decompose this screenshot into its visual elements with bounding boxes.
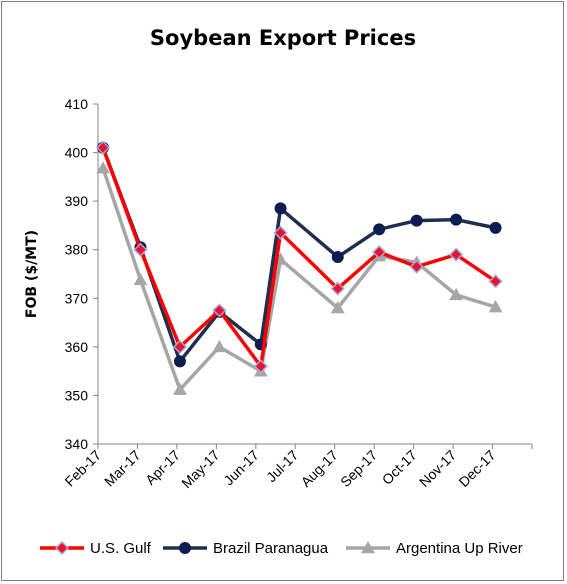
data-point-triangle xyxy=(488,299,503,313)
x-tick-label: Dec-17 xyxy=(455,447,498,490)
x-tick-label: Feb-17 xyxy=(61,447,104,490)
y-tick-label: 400 xyxy=(65,145,89,161)
data-point-triangle xyxy=(330,300,345,314)
x-tick-label: Jul-17 xyxy=(263,447,301,485)
legend-item: U.S. Gulf xyxy=(40,540,152,557)
series-u-s-gulf xyxy=(95,140,503,374)
legend-label: Brazil Paranagua xyxy=(213,540,329,557)
y-tick-label: 410 xyxy=(65,96,89,112)
data-point-circle xyxy=(274,202,287,215)
x-tick-label: Mar-17 xyxy=(101,447,144,490)
series-group xyxy=(95,140,503,395)
series-line xyxy=(101,147,496,364)
data-point-diamond xyxy=(54,540,70,556)
y-tick-label: 370 xyxy=(65,290,89,306)
series-line xyxy=(101,147,497,369)
legend: U.S. Gulf Brazil Paranagua Argentina Up Ri… xyxy=(40,540,523,557)
data-point-circle xyxy=(489,221,502,234)
data-point-triangle xyxy=(96,161,110,174)
data-point-circle xyxy=(179,542,191,554)
data-point-diamond xyxy=(95,140,111,155)
y-tick-label: 380 xyxy=(65,242,89,258)
data-point-triangle xyxy=(449,287,463,301)
data-point-diamond xyxy=(273,225,288,240)
data-point-circle xyxy=(410,214,423,227)
y-tick-label: 390 xyxy=(65,193,89,209)
data-point-triangle xyxy=(212,339,227,353)
x-tick-label: Nov-17 xyxy=(416,447,459,490)
chart-title: Soybean Export Prices xyxy=(150,26,416,50)
y-axis: 340 350 360 370 380 390 400 410 xyxy=(65,96,99,452)
y-axis-label: FOB ($/MT) xyxy=(24,230,40,318)
legend-item: Brazil Paranagua xyxy=(163,540,329,557)
data-point-diamond xyxy=(172,339,187,354)
x-tick-label: Aug-17 xyxy=(298,447,341,490)
legend-label: Argentina Up River xyxy=(396,540,523,557)
data-point-diamond xyxy=(133,242,148,257)
data-point-diamond xyxy=(449,247,464,262)
x-tick-label: Apr-17 xyxy=(142,447,183,488)
legend-label: U.S. Gulf xyxy=(90,540,152,557)
data-point-diamond xyxy=(212,303,227,318)
y-tick-label: 360 xyxy=(65,339,89,355)
series-line xyxy=(101,167,497,392)
legend-item: Argentina Up River xyxy=(346,540,523,557)
data-point-diamond xyxy=(372,245,387,260)
x-tick-label: May-17 xyxy=(178,447,222,491)
data-point-diamond xyxy=(330,281,345,296)
x-tick-label: Jun-17 xyxy=(220,447,262,489)
data-point-triangle xyxy=(133,272,148,286)
y-tick-label: 350 xyxy=(65,387,89,403)
data-point-circle xyxy=(173,355,186,368)
data-point-circle xyxy=(331,251,344,263)
data-point-diamond xyxy=(409,259,424,274)
x-tick-label: Sep-17 xyxy=(337,447,380,490)
data-point-diamond xyxy=(253,359,268,374)
x-tick-label: Oct-17 xyxy=(379,447,420,488)
data-point-triangle xyxy=(173,382,187,395)
data-point-diamond xyxy=(488,274,503,289)
series-argentina-up-river xyxy=(96,161,503,395)
data-point-circle xyxy=(450,213,463,226)
y-tick-label: 340 xyxy=(65,436,89,452)
data-point-triangle xyxy=(361,540,375,554)
data-point-circle xyxy=(373,223,386,236)
